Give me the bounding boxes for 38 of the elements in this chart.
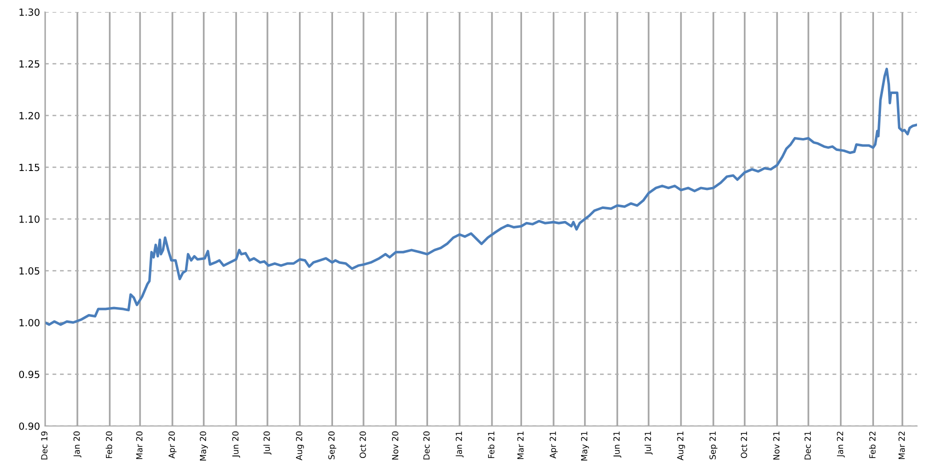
x-tick-label: Apr 21 [550, 432, 558, 458]
x-tick-label: May 20 [200, 431, 208, 461]
x-tick-label: Jan 20 [73, 431, 82, 458]
x-tick-label: Mar 20 [136, 431, 142, 460]
x-tick-label: Mar 21 [517, 432, 524, 460]
line-series [45, 68, 917, 326]
x-tick-label: Jun 21 [613, 432, 622, 458]
y-tick-label: 1.00 [20, 318, 40, 326]
x-tick-label: Jun 20 [232, 431, 240, 458]
y-tick-label: 1.25 [20, 60, 40, 68]
y-tick-label: 0.95 [19, 370, 40, 378]
x-tick-label: Dec 19 [41, 431, 48, 460]
x-tick-label: Apr 20 [168, 431, 176, 458]
y-tick-label: 0.90 [19, 422, 40, 430]
x-tick-label: Jan 21 [456, 432, 464, 458]
x-tick-label: Nov 21 [773, 432, 780, 460]
x-tick-label: Jan 22 [836, 432, 845, 458]
x-tick-label: Jul 20 [263, 431, 272, 455]
x-tick-label: Nov 20 [392, 431, 398, 460]
x-tick-label: Oct 20 [360, 431, 366, 458]
x-tick-label: Mar 22 [898, 432, 905, 460]
x-tick-label: Sep 20 [328, 431, 336, 460]
x-tick-label: Aug 20 [296, 431, 304, 460]
x-tick-label: May 21 [581, 432, 589, 461]
y-tick-label: 1.20 [20, 112, 40, 120]
x-tick-label: Sep 21 [709, 432, 718, 460]
y-tick-label: 1.05 [20, 267, 40, 275]
x-tick-label: Feb 20 [106, 431, 112, 458]
x-tick-label: Aug 21 [677, 432, 686, 460]
x-tick-label: Oct 21 [740, 432, 748, 458]
x-tick-label: Feb 21 [488, 432, 494, 458]
x-tick-label: Jul 21 [644, 432, 653, 455]
x-tick-label: Dec 21 [804, 432, 811, 460]
y-tick-label: 1.30 [20, 8, 40, 16]
y-tick-label: 1.10 [20, 215, 40, 223]
x-tick-label: Dec 20 [423, 431, 430, 460]
x-tick-label: Feb 22 [869, 432, 876, 458]
y-tick-label: 1.15 [20, 164, 40, 172]
